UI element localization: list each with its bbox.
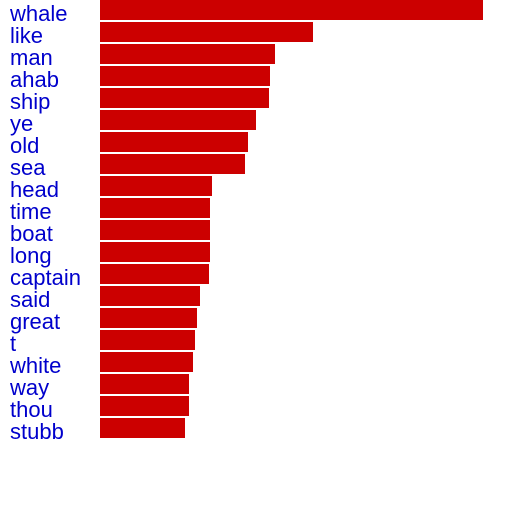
- bar-captain: [100, 264, 209, 284]
- category-label-ahab: ahab: [10, 67, 59, 92]
- category-label-ship: ship: [10, 89, 50, 114]
- bar-great: [100, 308, 197, 328]
- category-label-long: long: [10, 243, 52, 268]
- bar-white: [100, 352, 193, 372]
- bar-old: [100, 132, 248, 152]
- bar-stubb: [100, 418, 185, 438]
- category-label-man: man: [10, 45, 53, 70]
- bar-like: [100, 22, 313, 42]
- category-label-captain: captain: [10, 265, 81, 290]
- category-label-white: white: [9, 353, 61, 378]
- bar-whale: [100, 0, 483, 20]
- bar-long: [100, 242, 210, 262]
- bar-boat: [100, 220, 210, 240]
- bar-ye: [100, 110, 256, 130]
- bar-ship: [100, 88, 269, 108]
- bar-man: [100, 44, 275, 64]
- category-label-like: like: [10, 23, 43, 48]
- category-label-great: great: [10, 309, 60, 334]
- bar-sea: [100, 154, 245, 174]
- bar-t: [100, 330, 195, 350]
- category-label-head: head: [10, 177, 59, 202]
- category-label-said: said: [10, 287, 50, 312]
- category-label-t: t: [10, 331, 16, 356]
- bar-time: [100, 198, 210, 218]
- category-label-whale: whale: [9, 1, 67, 26]
- bar-said: [100, 286, 200, 306]
- bar-head: [100, 176, 212, 196]
- category-label-stubb: stubb: [10, 419, 64, 444]
- category-label-sea: sea: [10, 155, 46, 180]
- category-label-thou: thou: [10, 397, 53, 422]
- bar-thou: [100, 396, 189, 416]
- category-label-way: way: [9, 375, 49, 400]
- category-label-boat: boat: [10, 221, 53, 246]
- category-label-time: time: [10, 199, 52, 224]
- bar-way: [100, 374, 189, 394]
- category-label-old: old: [10, 133, 39, 158]
- bar-ahab: [100, 66, 270, 86]
- category-label-ye: ye: [10, 111, 33, 136]
